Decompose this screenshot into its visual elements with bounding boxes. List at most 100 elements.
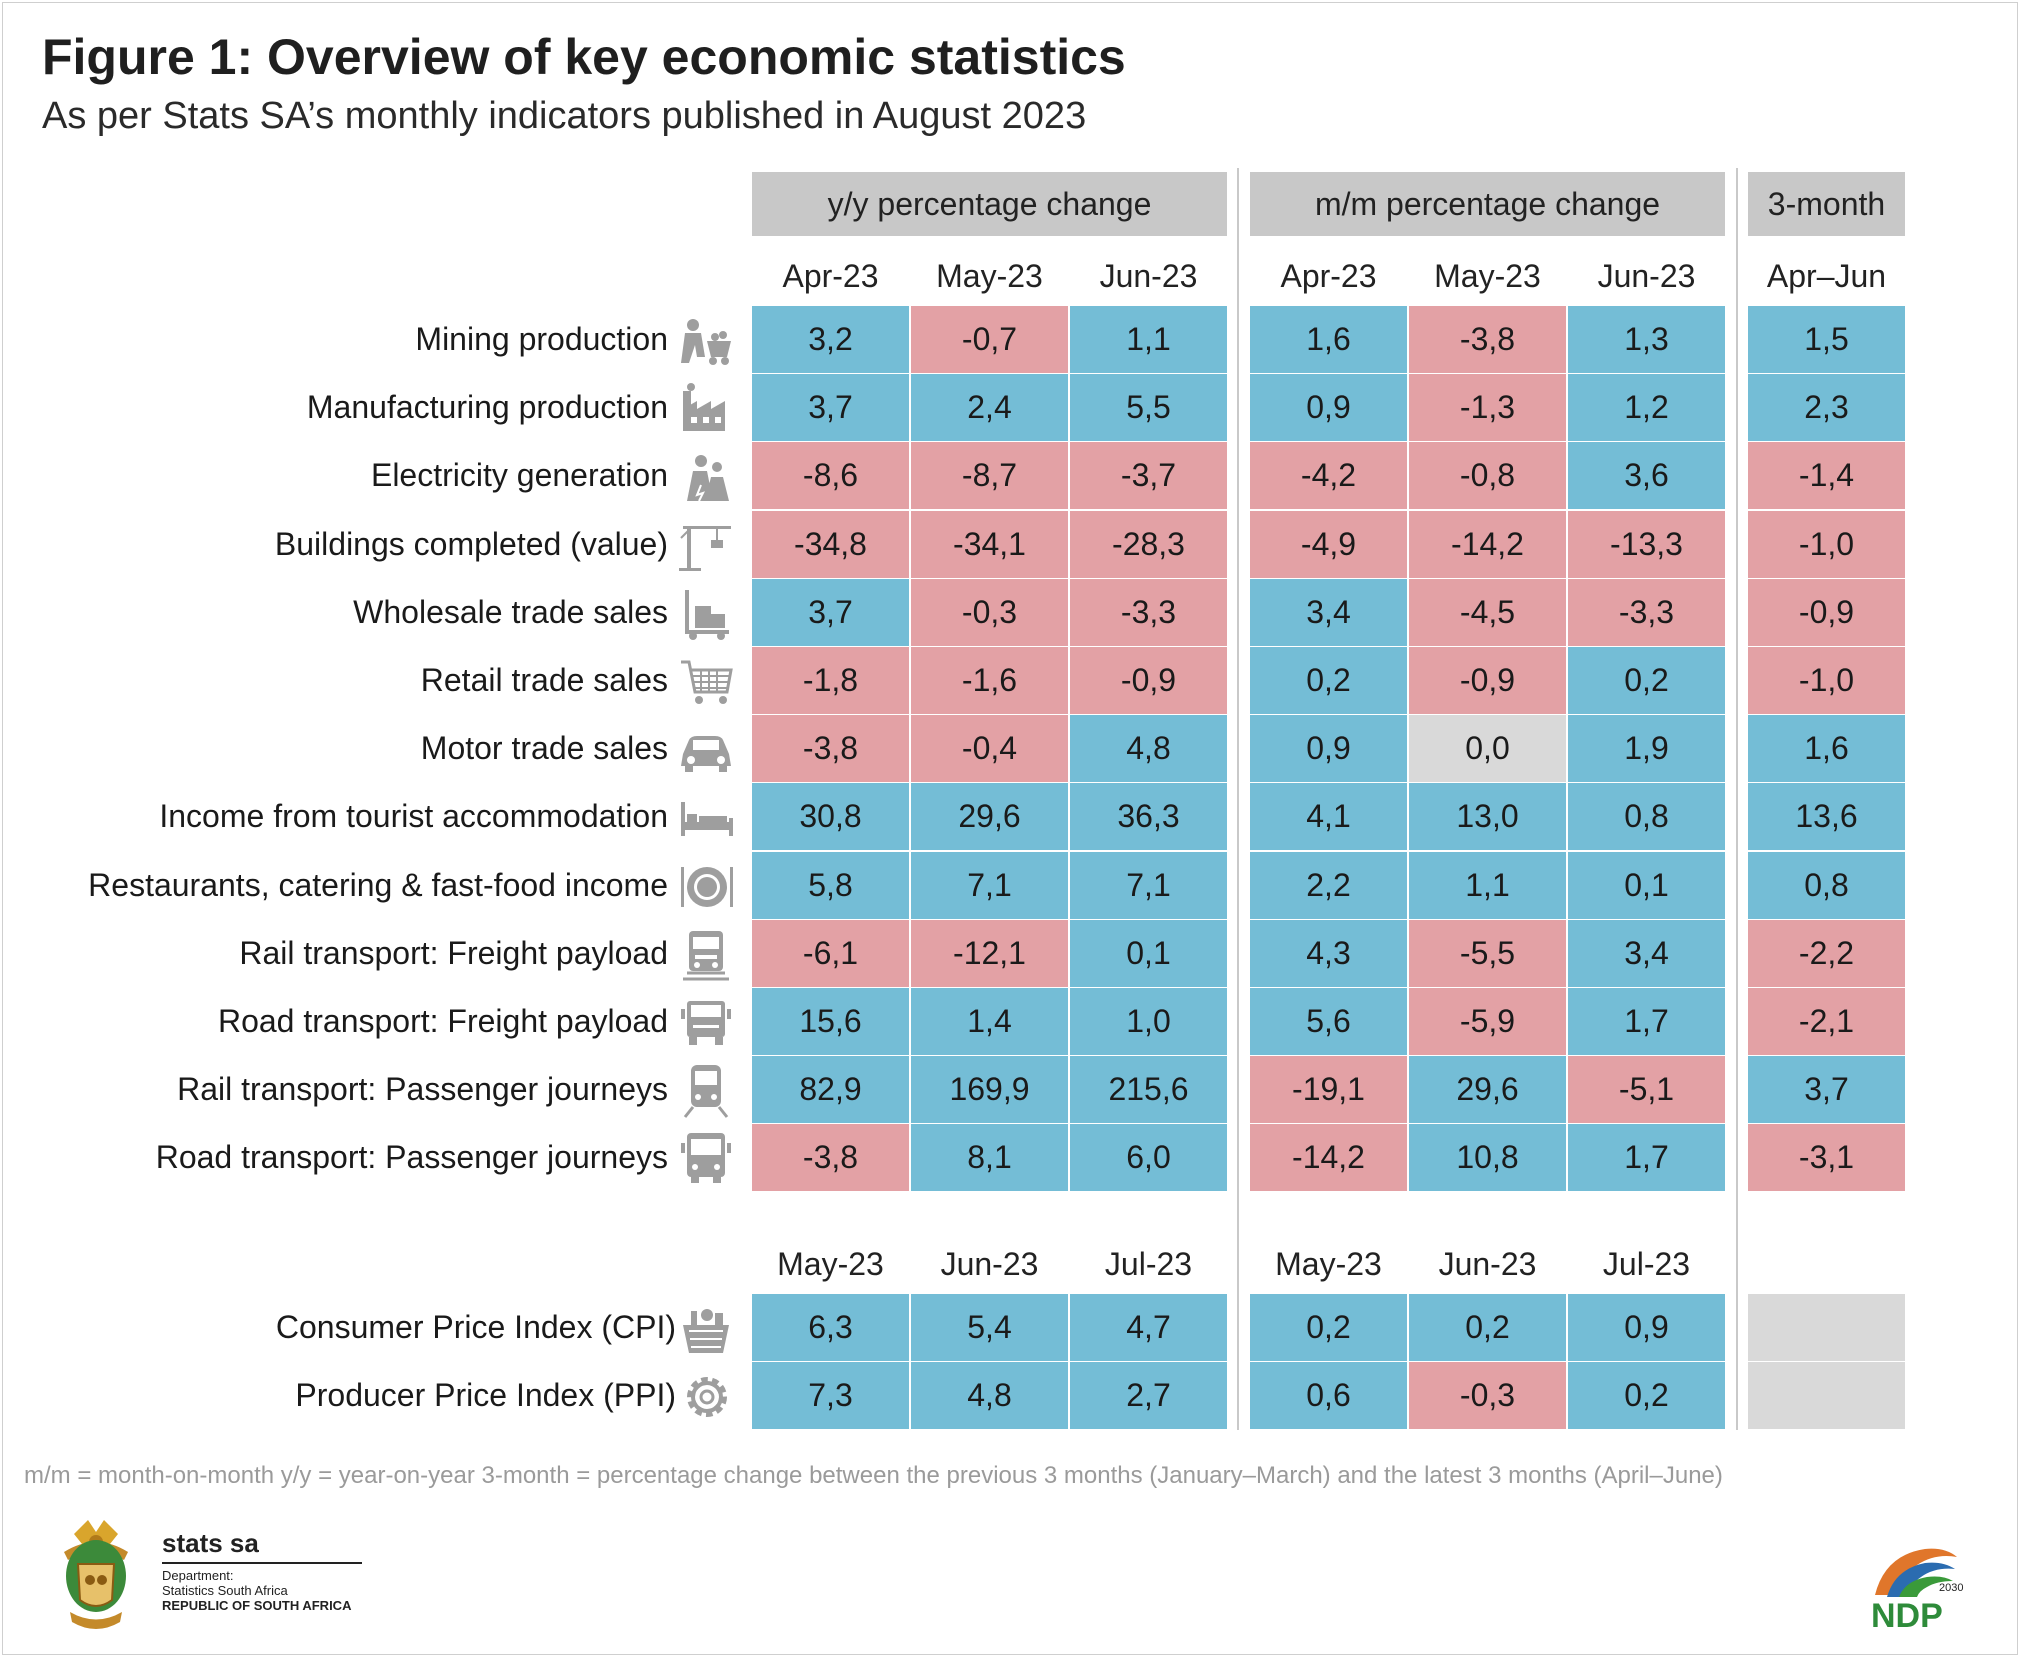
value-cell: 0,2 [1409, 1294, 1566, 1361]
value-cell: -14,2 [1250, 1124, 1407, 1191]
value-cell: 0,2 [1568, 647, 1725, 714]
value-cell: 7,3 [752, 1362, 909, 1429]
value-cell: -3,8 [752, 1124, 909, 1191]
column-header: Apr-23 [1280, 258, 1377, 294]
value-cell: 6,0 [1070, 1124, 1227, 1191]
column-header: May-23 [1275, 1246, 1382, 1282]
basket-icon [677, 1299, 735, 1357]
value-cell: -14,2 [1409, 511, 1566, 578]
value-cell: 10,8 [1409, 1124, 1566, 1191]
value-cell: -19,1 [1250, 1056, 1407, 1123]
value-cell: 0,9 [1250, 374, 1407, 441]
miner-icon [677, 311, 735, 369]
value-cell: 0,2 [1250, 1294, 1407, 1361]
value-cell: 29,6 [911, 783, 1068, 850]
value-cell: 3,7 [752, 579, 909, 646]
value-cell: 1,6 [1250, 306, 1407, 373]
empty-cell [1748, 1294, 1905, 1361]
value-cell: -2,2 [1748, 920, 1905, 987]
value-cell: -1,0 [1748, 511, 1905, 578]
value-cell: 0,2 [1250, 647, 1407, 714]
value-cell: -0,9 [1409, 647, 1566, 714]
figure-title: Figure 1: Overview of key economic stati… [42, 29, 1126, 85]
value-cell: 5,6 [1250, 988, 1407, 1055]
row-label: Restaurants, catering & fast-food income [88, 867, 668, 903]
column-header: Jun-23 [940, 1246, 1039, 1282]
bed-icon [677, 788, 735, 846]
value-cell: 30,8 [752, 783, 909, 850]
value-cell: 1,6 [1748, 715, 1905, 782]
column-header: Jun-23 [1099, 258, 1198, 294]
value-cell: -1,3 [1409, 374, 1566, 441]
value-cell: 29,6 [1409, 1056, 1566, 1123]
value-cell: -1,8 [752, 647, 909, 714]
value-cell: 0,1 [1568, 852, 1725, 919]
value-cell: 2,2 [1250, 852, 1407, 919]
value-cell: 6,3 [752, 1294, 909, 1361]
shopping-cart-icon [677, 652, 735, 710]
row-label: Retail trade sales [420, 662, 668, 698]
train-icon [677, 1061, 735, 1119]
value-cell: -0,4 [911, 715, 1068, 782]
value-cell: 5,5 [1070, 374, 1227, 441]
value-cell: -5,1 [1568, 1056, 1725, 1123]
value-cell: 5,4 [911, 1294, 1068, 1361]
value-cell: 1,2 [1568, 374, 1725, 441]
car-icon [677, 720, 735, 778]
value-cell: -8,7 [911, 442, 1068, 509]
stats-sa-logo: stats sa Department: Statistics South Af… [34, 1512, 374, 1647]
value-cell: 5,8 [752, 852, 909, 919]
value-cell: 1,4 [911, 988, 1068, 1055]
value-cell: 3,2 [752, 306, 909, 373]
value-cell: 3,4 [1568, 920, 1725, 987]
ndp-2030-logo: 2030 NDP [1865, 1535, 1965, 1635]
row-label: Road transport: Passenger journeys [155, 1139, 668, 1175]
value-cell: 3,7 [1748, 1056, 1905, 1123]
value-cell: 13,0 [1409, 783, 1566, 850]
value-cell: -3,3 [1568, 579, 1725, 646]
column-header: Jun-23 [1438, 1246, 1537, 1282]
value-cell: -28,3 [1070, 511, 1227, 578]
value-cell: -0,9 [1070, 647, 1227, 714]
hand-truck-icon [677, 584, 735, 642]
value-cell: -5,9 [1409, 988, 1566, 1055]
factory-icon [677, 379, 735, 437]
value-cell: 1,3 [1568, 306, 1725, 373]
footnote: m/m = month-on-month y/y = year-on-year … [24, 1462, 1723, 1489]
separator-line [1237, 168, 1239, 1430]
value-cell: 4,7 [1070, 1294, 1227, 1361]
value-cell: -8,6 [752, 442, 909, 509]
column-header: Apr–Jun [1766, 258, 1887, 294]
value-cell: -34,1 [911, 511, 1068, 578]
value-cell: 1,0 [1070, 988, 1227, 1055]
column-header: May-23 [777, 1246, 884, 1282]
row-label: Producer Price Index (PPI) [295, 1377, 676, 1413]
row-label: Motor trade sales [420, 730, 668, 766]
value-cell: 3,6 [1568, 442, 1725, 509]
crane-icon [677, 516, 735, 574]
value-cell: -3,8 [752, 715, 909, 782]
value-cell: -0,3 [911, 579, 1068, 646]
value-cell: 0,9 [1568, 1294, 1725, 1361]
value-cell: -12,1 [911, 920, 1068, 987]
logo-line1: Department: [162, 1568, 234, 1583]
value-cell: 3,7 [752, 374, 909, 441]
row-label: Manufacturing production [306, 389, 668, 425]
value-cell: 1,1 [1070, 306, 1227, 373]
value-cell: 15,6 [752, 988, 909, 1055]
bus-icon [677, 1129, 735, 1187]
value-cell: 7,1 [1070, 852, 1227, 919]
value-cell: -3,1 [1748, 1124, 1905, 1191]
value-cell: -0,9 [1748, 579, 1905, 646]
column-header: Jul-23 [1602, 1246, 1691, 1282]
coat-of-arms-icon [64, 1520, 128, 1629]
value-cell: -4,2 [1250, 442, 1407, 509]
value-cell: 1,9 [1568, 715, 1725, 782]
value-cell: -0,3 [1409, 1362, 1566, 1429]
ndp-logo-icon: 2030 NDP [1871, 1548, 1963, 1635]
row-label: Rail transport: Passenger journeys [177, 1071, 668, 1107]
value-cell: 0,8 [1748, 852, 1905, 919]
logo-line2: Statistics South Africa [162, 1583, 288, 1598]
separator-line [1736, 168, 1738, 1430]
